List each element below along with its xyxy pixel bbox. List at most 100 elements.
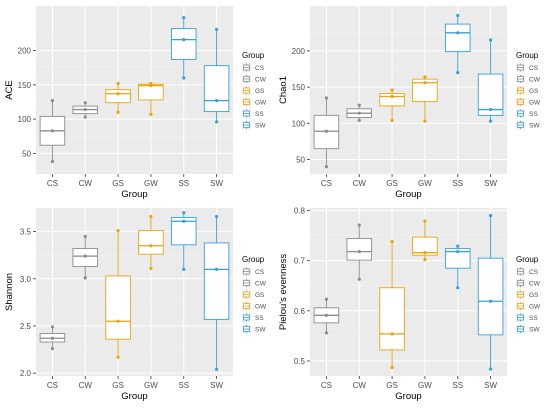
x-tick-label: SS (452, 381, 463, 390)
box-ss (444, 244, 471, 290)
legend-entry: SW (516, 324, 540, 334)
x-tick-label: GW (144, 179, 158, 188)
x-tick-label: GW (144, 381, 158, 390)
legend-entry: CW (516, 74, 541, 84)
legend-entry: GS (242, 290, 265, 299)
box-iqr (444, 248, 471, 269)
legend-label: CW (529, 77, 541, 84)
median-point (324, 129, 329, 133)
max-point (456, 244, 460, 248)
legend-entry: SS (242, 109, 264, 118)
y-tick-label: 50 (296, 156, 305, 165)
legend-label: CS (255, 65, 265, 72)
y-tick-label: 200 (18, 47, 32, 56)
box-gs (105, 81, 131, 114)
box-iqr (477, 257, 504, 336)
legend-title: Group (516, 51, 539, 60)
legend-label: GW (255, 304, 267, 311)
median-point (456, 31, 460, 35)
box-iqr (444, 23, 471, 53)
panel-background (36, 6, 233, 174)
legend-entry: CS (516, 267, 539, 276)
max-point (116, 229, 120, 233)
median-point (390, 94, 394, 99)
legend-entry: CS (516, 63, 539, 72)
legend-label: SW (529, 327, 540, 334)
box-cw (346, 103, 373, 123)
max-point (488, 38, 493, 42)
min-point (390, 365, 394, 370)
legend-entry: CS (242, 63, 265, 72)
box-sw (477, 38, 504, 123)
box-iqr (138, 230, 164, 255)
median-point (357, 111, 361, 115)
median-point (50, 336, 55, 340)
min-point (149, 266, 153, 271)
box-gs (105, 229, 131, 359)
max-point (357, 223, 361, 227)
max-point (324, 96, 329, 100)
max-point (182, 16, 186, 20)
legend-entry: GW (516, 301, 541, 311)
min-point (182, 267, 186, 271)
min-point (83, 115, 87, 119)
panel-3: 2.0 2.5 3.0 3.5 CS CW GS GW SS SW Group Shannon Grou… (4, 208, 267, 402)
min-point (149, 112, 153, 116)
y-axis-title: Pielou's evenness (278, 254, 289, 331)
box-iqr (203, 242, 230, 320)
min-point (488, 119, 493, 123)
legend-label: SS (255, 315, 264, 322)
median-point (83, 254, 87, 258)
box-cw (72, 234, 99, 280)
x-tick-label: SW (210, 381, 223, 390)
min-point (456, 71, 460, 75)
y-axis-title: Shannon (4, 273, 15, 311)
panel-1: 50 100 150 200 CS CW GS GW SS SW Group ACE Group CS CW… (4, 6, 267, 200)
min-point (488, 367, 493, 371)
legend-entry: CS (242, 267, 265, 276)
legend-label: CW (255, 77, 267, 84)
x-tick-label: CS (47, 179, 58, 188)
legend-label: CS (255, 269, 265, 276)
legend-label: SS (529, 315, 538, 322)
x-tick-label: CW (353, 179, 367, 188)
legend-label: GW (529, 304, 541, 311)
min-point (357, 118, 361, 123)
box-iqr (412, 236, 438, 256)
max-point (423, 219, 427, 223)
legend-label: GS (529, 292, 539, 299)
box-gw (138, 214, 164, 271)
x-axis-title: Group (121, 189, 147, 200)
y-tick-label: 150 (292, 83, 306, 92)
x-tick-label: SW (484, 179, 497, 188)
box-cs (313, 297, 340, 335)
max-point (116, 81, 120, 86)
max-point (357, 103, 361, 107)
legend-entry: SS (242, 313, 264, 322)
y-tick-label: 0.7 (294, 257, 306, 266)
panel-4: 0.5 0.6 0.7 0.8 CS CW GS GW SS SW Group Pielou's ev… (278, 207, 541, 402)
x-tick-label: CS (47, 381, 58, 390)
x-axis-title: Group (395, 189, 421, 200)
x-tick-label: GS (386, 179, 398, 188)
box-gs (379, 88, 405, 123)
y-tick-label: 0.5 (294, 357, 306, 366)
box-ss (170, 16, 197, 80)
min-point (390, 118, 394, 123)
legend-title: Group (516, 255, 539, 264)
min-point (50, 347, 55, 351)
median-point (488, 299, 493, 303)
box-iqr (170, 28, 197, 60)
panel-background (36, 208, 233, 376)
x-tick-label: GS (112, 179, 124, 188)
max-point (182, 211, 186, 215)
panel-2: 50 100 150 200 CS CW GS GW SS SW Group Chao1 Group CS… (278, 6, 541, 200)
max-point (214, 27, 219, 31)
median-point (182, 38, 186, 42)
box-cs (39, 325, 66, 351)
legend-label: GW (255, 100, 267, 107)
y-tick-label: 2.5 (20, 322, 32, 331)
median-point (488, 107, 493, 112)
legend-entry: GS (516, 86, 539, 95)
